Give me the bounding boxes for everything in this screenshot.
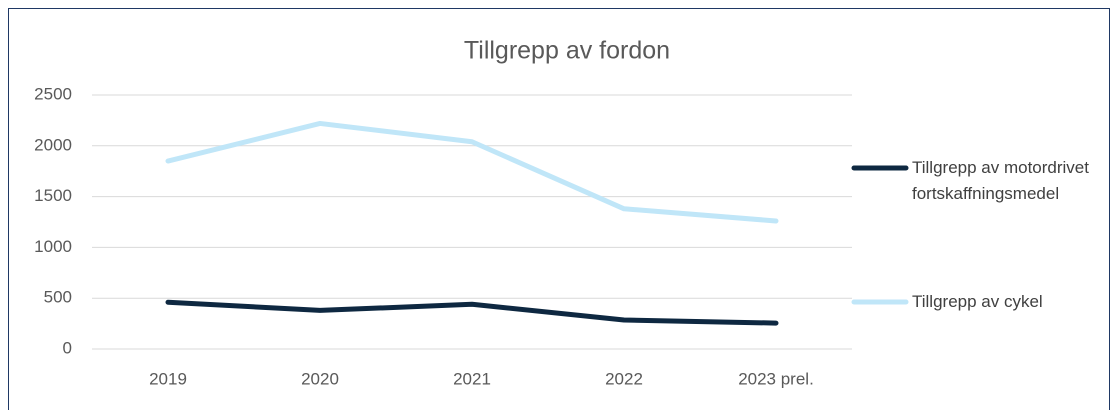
- x-tick-label: 2022: [605, 369, 643, 388]
- y-tick-label: 500: [44, 288, 72, 307]
- chart-title: Tillgrepp av fordon: [464, 37, 670, 65]
- y-tick-label: 2000: [34, 135, 72, 154]
- y-tick-label: 2500: [34, 84, 72, 103]
- chart-border: [8, 8, 1110, 410]
- y-tick-label: 1000: [34, 237, 72, 256]
- y-tick-label: 0: [63, 338, 72, 357]
- data-line: [165, 120, 779, 224]
- data-line: [165, 299, 779, 326]
- x-tick-label: 2021: [453, 369, 491, 388]
- legend-label: Tillgrepp av motordrivet fortskaffningsm…: [912, 158, 1089, 203]
- y-tick-label: 1500: [34, 186, 72, 205]
- x-tick-label: 2019: [149, 369, 187, 388]
- x-tick-label: 2020: [301, 369, 339, 388]
- legend-label: Tillgrepp av cykel: [912, 292, 1043, 311]
- x-tick-label: 2023 prel.: [738, 369, 814, 388]
